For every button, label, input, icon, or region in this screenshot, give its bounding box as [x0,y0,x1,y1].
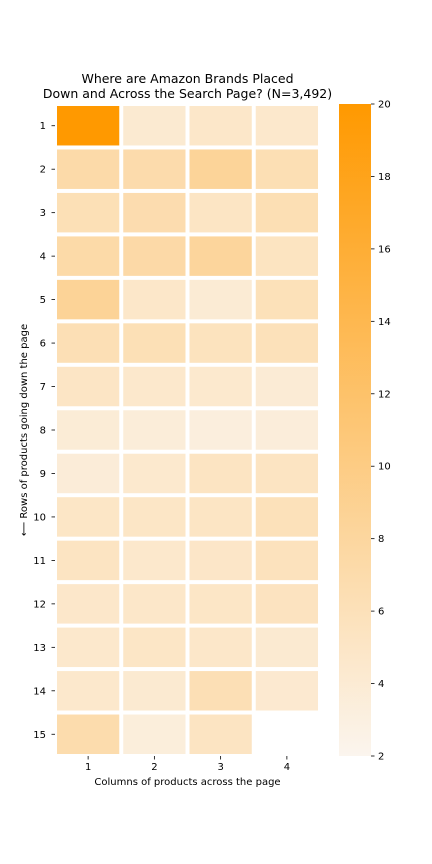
heatmap-cell-r4-c3 [189,236,252,276]
y-tick-label: 6 [40,339,46,350]
y-tick-label: 12 [33,599,46,610]
colorbar-tick-label: 2 [378,752,384,763]
heatmap-cell-r11-c2 [123,540,186,581]
heatmap-cell-r12-c4 [255,584,318,624]
heatmap-cell-r6-c1 [57,323,120,363]
y-tick-label: 15 [33,730,46,741]
heatmap-cell-r14-c2 [123,671,186,711]
heatmap-cell-r2-c2 [123,149,186,189]
y-tick-label: 5 [40,295,46,306]
heatmap-cell-r5-c2 [123,279,186,320]
y-tick-label: 7 [40,382,46,393]
colorbar-tick-label: 20 [378,100,391,111]
colorbar-tick-label: 6 [378,607,384,618]
heatmap-cell-r3-c3 [189,192,252,233]
colorbar-tick-label: 8 [378,534,384,545]
heatmap-cell-r5-c4 [255,279,318,320]
heatmap-cell-r3-c1 [57,192,120,233]
heatmap-cell-r13-c1 [57,627,120,668]
y-tick-label: 1 [40,121,46,132]
heatmap-cell-r4-c1 [57,236,120,276]
x-tick-label: 4 [284,762,290,773]
heatmap-cell-r8-c4 [255,410,318,450]
heatmap-cell-r9-c4 [255,453,318,494]
heatmap-cell-r3-c2 [123,192,186,233]
heatmap-cell-r8-c2 [123,410,186,450]
heatmap-cell-r10-c1 [57,497,120,537]
heatmap-cell-r11-c1 [57,540,120,581]
heatmap-cell-r5-c1 [57,279,120,320]
heatmap-cell-r12-c1 [57,584,120,624]
heatmap-cell-r12-c3 [189,584,252,624]
heatmap-cell-r11-c3 [189,540,252,581]
heatmap-cell-r2-c1 [57,149,120,189]
heatmap-cell-r8-c1 [57,410,120,450]
heatmap-cell-r13-c4 [255,627,318,668]
heatmap-cell-r7-c1 [57,366,120,407]
heatmap-cell-r1-c4 [255,106,318,146]
colorbar-tick-label: 10 [378,462,391,473]
y-tick-label: 8 [40,426,46,437]
colorbar-tick-label: 18 [378,172,391,183]
heatmap-cell-r1-c1 [57,106,120,146]
heatmap-cell-r7-c4 [255,366,318,407]
x-tick-label: 3 [217,762,223,773]
heatmap-cell-r6-c3 [189,323,252,363]
heatmap-cell-r15-c2 [123,714,186,754]
heatmap-cell-r11-c4 [255,540,318,581]
y-tick-label: 14 [33,686,46,697]
y-tick-label: 9 [40,469,46,480]
colorbar-ticks: 2 4 6 8 10 12 14 16 18 20 [371,100,391,763]
heatmap-cell-r15-c3 [189,714,252,754]
x-tick-label: 1 [85,762,91,773]
heatmap-cell-r10-c3 [189,497,252,537]
y-tick-label: 13 [33,643,46,654]
heatmap-cells [57,106,318,754]
heatmap-cell-r14-c1 [57,671,120,711]
heatmap-cell-r6-c4 [255,323,318,363]
heatmap-cell-r10-c2 [123,497,186,537]
heatmap-cell-r3-c4 [255,192,318,233]
heatmap-cell-r13-c3 [189,627,252,668]
chart-title-line-2: Down and Across the Search Page? (N=3,49… [43,86,332,101]
x-axis-label: Columns of products across the page [94,777,280,788]
heatmap-cell-r12-c2 [123,584,186,624]
heatmap-cell-r14-c4 [255,671,318,711]
heatmap-cell-r14-c3 [189,671,252,711]
heatmap-cell-r15-c1 [57,714,120,754]
heatmap-cell-r1-c3 [189,106,252,146]
colorbar-tick-label: 4 [378,679,384,690]
heatmap-cell-r6-c2 [123,323,186,363]
y-axis-label: ⟵ Rows of products going down the page [19,324,30,536]
colorbar-tick-label: 12 [378,389,391,400]
heatmap-cell-r10-c4 [255,497,318,537]
y-tick-label: 4 [40,252,46,263]
heatmap-cell-r2-c4 [255,149,318,189]
heatmap-cell-r4-c4 [255,236,318,276]
heatmap-cell-r13-c2 [123,627,186,668]
y-tick-label: 11 [33,556,46,567]
heatmap-cell-r1-c2 [123,106,186,146]
colorbar [339,104,371,756]
heatmap-cell-r7-c3 [189,366,252,407]
heatmap-cell-r2-c3 [189,149,252,189]
colorbar-tick-label: 16 [378,244,391,255]
x-axis-ticks: 1 2 3 4 [85,756,290,773]
heatmap-cell-r9-c3 [189,453,252,494]
y-tick-label: 2 [40,165,46,176]
heatmap-cell-r8-c3 [189,410,252,450]
heatmap-cell-r7-c2 [123,366,186,407]
heatmap-cell-r9-c2 [123,453,186,494]
heatmap-cell-r9-c1 [57,453,120,494]
y-tick-label: 10 [33,512,46,523]
colorbar-tick-label: 14 [378,317,391,328]
chart-title-line-1: Where are Amazon Brands Placed [81,71,293,86]
x-tick-label: 2 [151,762,157,773]
y-tick-label: 3 [40,208,46,219]
heatmap-cell-r5-c3 [189,279,252,320]
heatmap-cell-r4-c2 [123,236,186,276]
